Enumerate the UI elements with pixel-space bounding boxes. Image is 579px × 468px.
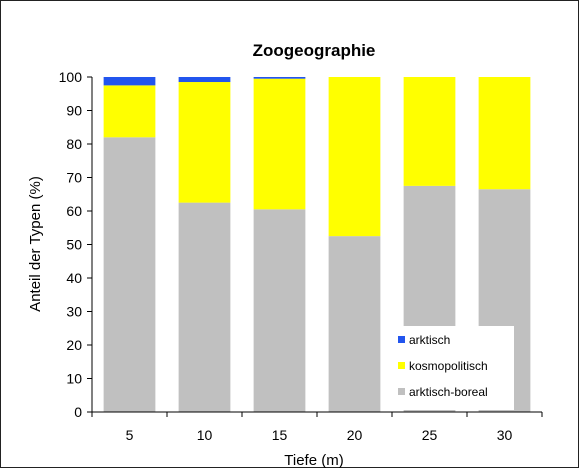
y-tick-label: 40 xyxy=(66,270,82,286)
legend-swatch-arktisch-boreal xyxy=(398,388,405,395)
chart-title: Zoogeographie xyxy=(253,41,376,60)
x-tick-label: 10 xyxy=(197,427,213,443)
legend-box xyxy=(390,326,514,410)
y-tick-label: 10 xyxy=(66,371,82,387)
y-tick-label: 60 xyxy=(66,203,82,219)
x-tick-label: 30 xyxy=(497,427,513,443)
bar-segment-arktisch xyxy=(253,77,306,79)
legend-label-kosmopolitisch: kosmopolitisch xyxy=(409,359,488,373)
x-tick-label: 25 xyxy=(422,427,438,443)
x-axis-ticks: 5 10 15 20 25 30 xyxy=(91,412,543,443)
legend-label-arktisch-boreal: arktisch-boreal xyxy=(409,385,488,399)
bar-segment-arktisch xyxy=(103,77,156,86)
bars xyxy=(103,77,531,413)
y-tick-label: 30 xyxy=(66,304,82,320)
y-tick-label: 100 xyxy=(59,69,83,85)
bar-segment-arktisch-boreal xyxy=(103,137,156,413)
y-axis-label: Anteil der Typen (%) xyxy=(27,176,44,312)
x-tick-label: 20 xyxy=(347,427,363,443)
y-tick-label: 50 xyxy=(66,237,82,253)
y-tick-label: 0 xyxy=(74,404,82,420)
bar-segment-kosmopolitisch xyxy=(178,82,231,203)
bar-segment-kosmopolitisch xyxy=(328,77,381,237)
legend: arktisch kosmopolitisch arktisch-boreal xyxy=(390,326,514,410)
y-tick-label: 20 xyxy=(66,337,82,353)
y-tick-label: 70 xyxy=(66,170,82,186)
x-tick-label: 5 xyxy=(126,427,134,443)
bar-segment-kosmopolitisch xyxy=(103,85,156,138)
y-tick-label: 90 xyxy=(66,103,82,119)
bar-segment-kosmopolitisch xyxy=(403,77,456,186)
bar-segment-arktisch-boreal xyxy=(178,202,231,412)
bar-segment-arktisch xyxy=(178,77,231,83)
legend-swatch-arktisch xyxy=(398,336,405,343)
bar-segment-kosmopolitisch xyxy=(478,77,531,190)
bar-segment-arktisch-boreal xyxy=(253,209,306,412)
legend-label-arktisch: arktisch xyxy=(409,333,450,347)
bar-segment-kosmopolitisch xyxy=(253,78,306,210)
legend-swatch-kosmopolitisch xyxy=(398,362,405,369)
x-tick-label: 15 xyxy=(272,427,288,443)
bar-segment-arktisch-boreal xyxy=(328,236,381,412)
y-tick-label: 80 xyxy=(66,136,82,152)
y-axis-ticks: 0 10 20 30 40 50 60 70 80 90 100 xyxy=(59,69,92,420)
x-axis-label: Tiefe (m) xyxy=(284,452,343,468)
